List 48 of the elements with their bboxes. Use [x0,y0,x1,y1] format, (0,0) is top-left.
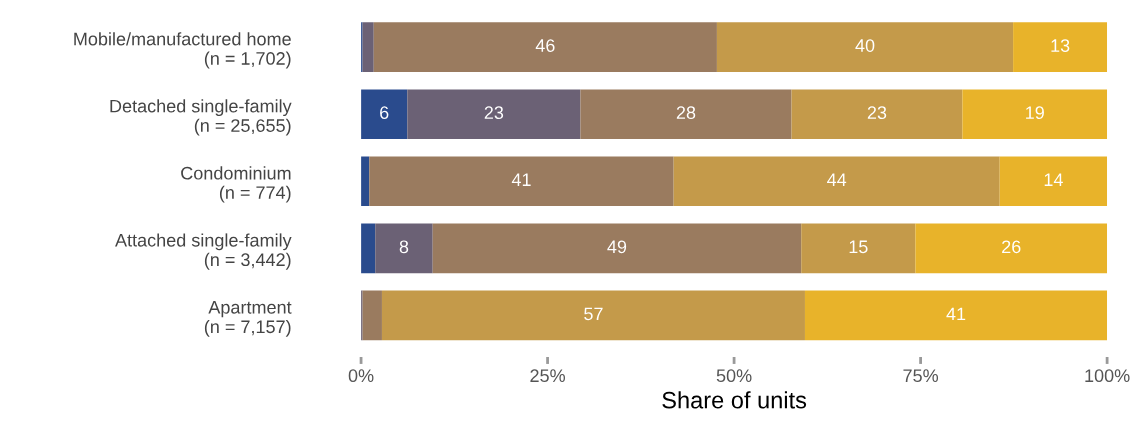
bar [801,223,916,274]
bar [373,22,717,72]
data-label: 8 [399,240,409,254]
data-label: 23 [484,106,504,120]
data-label: 23 [867,106,887,120]
data-label: 46 [535,39,555,52]
data-label: 19 [1026,106,1044,120]
bar [362,22,374,72]
bar [915,223,1108,274]
y-tick-label: Detached single-family (n = 25,655) [110,99,292,136]
data-label: 41 [511,173,531,186]
x-axis-title: Share of units [662,391,807,409]
bar [999,156,1108,207]
data-label: 26 [1002,240,1021,254]
bar [362,290,382,341]
x-tick-label: 0% [348,369,374,383]
data-label: 57 [584,307,603,321]
data-label: 41 [946,307,966,321]
bar [361,223,376,274]
bar [716,22,1014,72]
bar [580,89,792,140]
data-label: 49 [607,240,627,254]
bar [407,89,581,140]
bar [375,223,433,274]
y-tick-label: Mobile/manufactured home (n = 1,702) [74,32,291,69]
data-label: 44 [827,173,847,186]
y-tick-label: Apartment (n = 7,157) [204,301,292,337]
data-label: 28 [676,106,696,120]
data-label: 6 [380,106,389,120]
y-tick-label: Attached single-family (n = 3,442) [115,233,292,270]
y-tick-label: Condominium (n = 774) [181,166,291,203]
bar [804,290,1108,341]
data-label: 13 [1051,39,1070,52]
bar [432,223,802,274]
x-tick-label: 75% [903,369,939,383]
bar [369,156,674,207]
bar [381,290,805,341]
bar [673,156,1000,207]
bar [1013,22,1108,72]
data-label: 15 [849,240,868,254]
data-label: 40 [855,39,875,52]
bar [962,89,1108,140]
x-tick-label: 50% [716,369,752,383]
bar [791,89,963,140]
data-label: 14 [1044,173,1063,186]
x-tick-label: 100% [1085,369,1130,383]
x-tick-label: 25% [530,369,565,383]
bar [361,89,408,140]
